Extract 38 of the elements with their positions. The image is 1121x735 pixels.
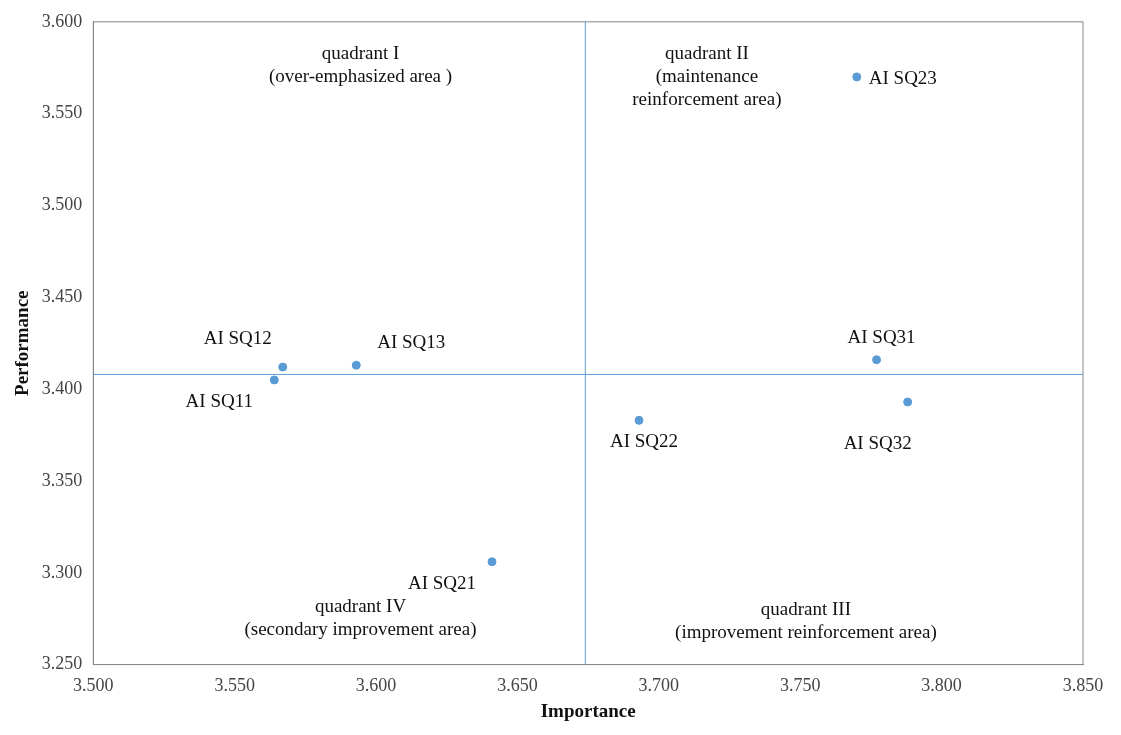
annotation: AI SQ21 <box>407 571 477 593</box>
x-tick-label: 3.550 <box>214 675 255 696</box>
y-tick-label: 3.500 <box>41 194 83 215</box>
y-tick-label: 3.550 <box>41 102 83 123</box>
point <box>634 415 644 425</box>
point <box>487 557 497 567</box>
y-tick-label: 3.300 <box>41 561 83 582</box>
point <box>852 72 862 82</box>
annotation: quadrant II (maintenance reinforcement area) <box>632 41 782 110</box>
annotation: AI SQ31 <box>847 325 916 347</box>
annotation: AI SQ13 <box>377 331 446 353</box>
point <box>872 355 882 365</box>
annotation: AI SQ23 <box>868 66 937 88</box>
point <box>903 397 913 407</box>
y-tick-label: 3.350 <box>41 469 83 490</box>
annotation: quadrant IV (secondary improvement area) <box>244 594 477 640</box>
x-tick-label: 3.850 <box>1062 675 1104 696</box>
annotation: AI SQ11 <box>185 389 253 411</box>
y-tick-label: 3.250 <box>41 653 83 674</box>
annotation: quadrant III (improvement reinforcement area) <box>675 597 937 643</box>
annotation: AI SQ32 <box>843 431 912 453</box>
x-tick-label: 3.750 <box>779 675 821 696</box>
x-tick-label: 3.700 <box>638 675 680 696</box>
point <box>351 360 361 370</box>
point <box>269 375 279 385</box>
x-tick-label: 3.800 <box>921 675 962 696</box>
x-tick-label: 3.600 <box>355 675 397 696</box>
y-tick-label: 3.600 <box>41 10 83 31</box>
x-tick-label: 3.650 <box>497 675 538 696</box>
point <box>278 362 288 372</box>
x-tick-label: 3.500 <box>73 675 114 696</box>
x-axis-title: Importance <box>540 699 636 721</box>
y-tick-label: 3.450 <box>41 286 83 307</box>
y-axis-title: Performance <box>11 290 33 396</box>
y-tick-label: 3.400 <box>41 377 83 398</box>
annotation: AI SQ12 <box>203 327 272 349</box>
annotation: AI SQ22 <box>610 430 679 452</box>
annotation: quadrant I (over-emphasized area ) <box>268 41 453 87</box>
